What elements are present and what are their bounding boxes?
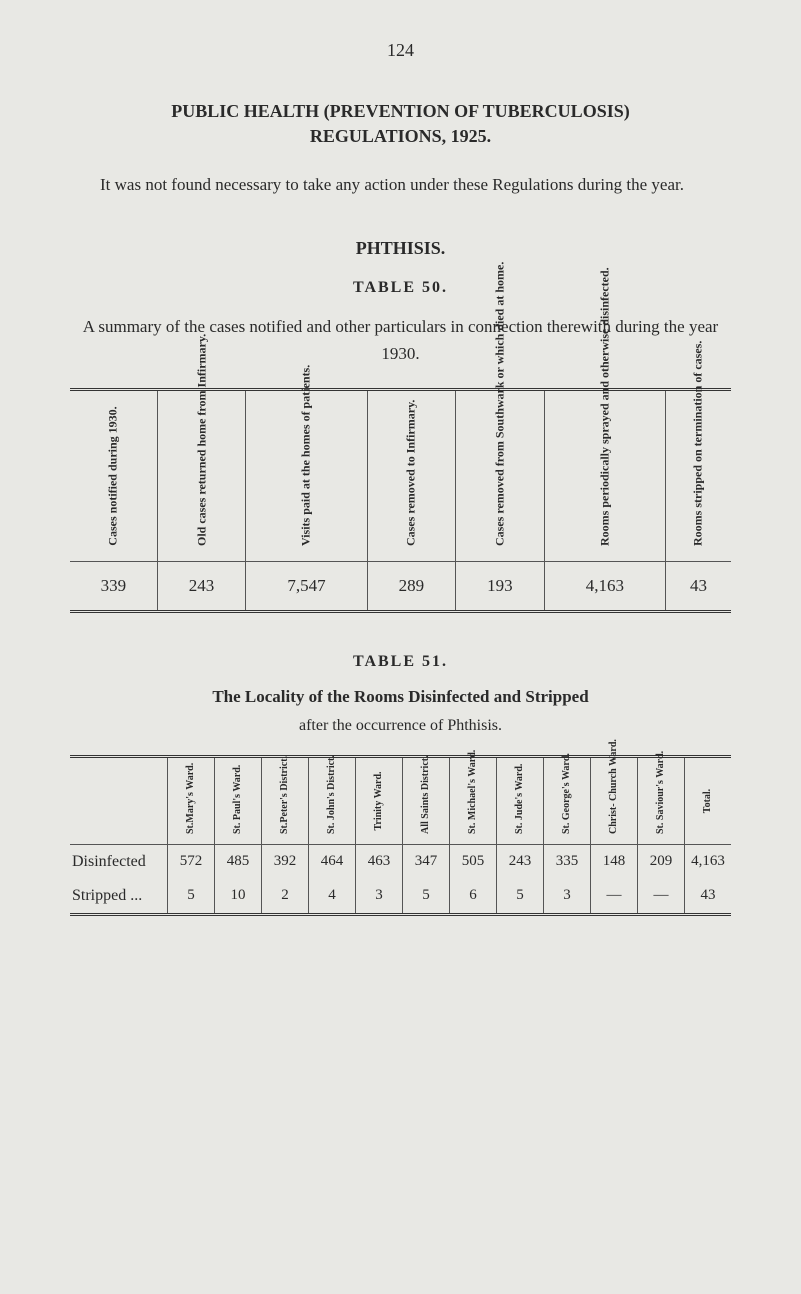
table51-cell: 3 bbox=[356, 879, 403, 915]
table50-cell: 339 bbox=[70, 561, 157, 611]
table51-cell: 463 bbox=[356, 844, 403, 879]
table50-caption: A summary of the cases notified and othe… bbox=[70, 313, 731, 367]
table51-header-blank bbox=[70, 756, 168, 844]
table50-header-6: Rooms stripped on termination of cases. bbox=[665, 389, 731, 561]
table51-title: The Locality of the Rooms Disinfected an… bbox=[70, 687, 731, 707]
table51-subtitle: after the occurrence of Phthisis. bbox=[70, 717, 731, 735]
table50-header-1: Old cases returned home from Infirmary. bbox=[157, 389, 246, 561]
table51-header-12: Total. bbox=[685, 756, 732, 844]
section-heading: PHTHISIS. bbox=[70, 238, 731, 259]
table51-cell: 209 bbox=[638, 844, 685, 879]
table50-header-3: Cases removed to Infirmary. bbox=[367, 389, 456, 561]
table50-cell: 43 bbox=[665, 561, 731, 611]
table51-heading: TABLE 51. bbox=[70, 653, 731, 671]
table50-cell: 243 bbox=[157, 561, 246, 611]
table51-cell: 335 bbox=[544, 844, 591, 879]
table51-header-1: St.Mary's Ward. bbox=[168, 756, 215, 844]
table50-header-0: Cases notified during 1930. bbox=[70, 389, 157, 561]
table51-cell: 4 bbox=[309, 879, 356, 915]
table-50: Cases notified during 1930. Old cases re… bbox=[70, 388, 731, 613]
table51-cell: 485 bbox=[215, 844, 262, 879]
table51-header-9: St. George's Ward. bbox=[544, 756, 591, 844]
table51-header-2: St. Paul's Ward. bbox=[215, 756, 262, 844]
table50-header-4: Cases removed from Southwark or which di… bbox=[456, 389, 545, 561]
table51-header-4: St. John's District. bbox=[309, 756, 356, 844]
table51-cell: — bbox=[591, 879, 638, 915]
table51-cell: 464 bbox=[309, 844, 356, 879]
table51-cell: 5 bbox=[497, 879, 544, 915]
table51-row-label: Disinfected bbox=[70, 844, 168, 879]
table51-cell: — bbox=[638, 879, 685, 915]
table51-row-label: Stripped ... bbox=[70, 879, 168, 915]
table51-cell: 243 bbox=[497, 844, 544, 879]
table51-cell: 505 bbox=[450, 844, 497, 879]
table50-header-5: Rooms periodically sprayed and other­wis… bbox=[544, 389, 665, 561]
table50-heading: TABLE 50. bbox=[70, 279, 731, 297]
table51-header-7: St. Michael's Ward. bbox=[450, 756, 497, 844]
table50-data-row: 339 243 7,547 289 193 4,163 43 bbox=[70, 561, 731, 611]
page-number: 124 bbox=[70, 40, 731, 61]
table51-header-8: St. Jude's Ward. bbox=[497, 756, 544, 844]
table51-cell: 572 bbox=[168, 844, 215, 879]
table51-cell: 347 bbox=[403, 844, 450, 879]
table50-cell: 7,547 bbox=[246, 561, 367, 611]
document-title-line2: REGULATIONS, 1925. bbox=[70, 126, 731, 147]
table-51: St.Mary's Ward. St. Paul's Ward. St.Pete… bbox=[70, 755, 731, 916]
document-title-line1: PUBLIC HEALTH (PREVENTION OF TUBERCULOSI… bbox=[70, 101, 731, 122]
table51-cell: 5 bbox=[168, 879, 215, 915]
table51-cell: 148 bbox=[591, 844, 638, 879]
table51-row-stripped: Stripped ... 5 10 2 4 3 5 6 5 3 — — 43 bbox=[70, 879, 731, 915]
intro-paragraph: It was not found necessary to take any a… bbox=[70, 171, 731, 198]
table51-header-6: All Saints District. bbox=[403, 756, 450, 844]
table51-cell: 10 bbox=[215, 879, 262, 915]
table51-cell: 4,163 bbox=[685, 844, 732, 879]
table51-cell: 6 bbox=[450, 879, 497, 915]
table51-cell: 43 bbox=[685, 879, 732, 915]
table51-header-3: St.Peter's District. bbox=[262, 756, 309, 844]
table51-cell: 2 bbox=[262, 879, 309, 915]
table50-header-2: Visits paid at the homes of patients. bbox=[246, 389, 367, 561]
table51-cell: 3 bbox=[544, 879, 591, 915]
table50-cell: 4,163 bbox=[544, 561, 665, 611]
table51-header-10: Christ- Church Ward. bbox=[591, 756, 638, 844]
table51-cell: 5 bbox=[403, 879, 450, 915]
table50-cell: 193 bbox=[456, 561, 545, 611]
table51-row-disinfected: Disinfected 572 485 392 464 463 347 505 … bbox=[70, 844, 731, 879]
table51-cell: 392 bbox=[262, 844, 309, 879]
table50-cell: 289 bbox=[367, 561, 456, 611]
table51-header-5: Trinity Ward. bbox=[356, 756, 403, 844]
table51-header-11: St. Saviour's Ward. bbox=[638, 756, 685, 844]
